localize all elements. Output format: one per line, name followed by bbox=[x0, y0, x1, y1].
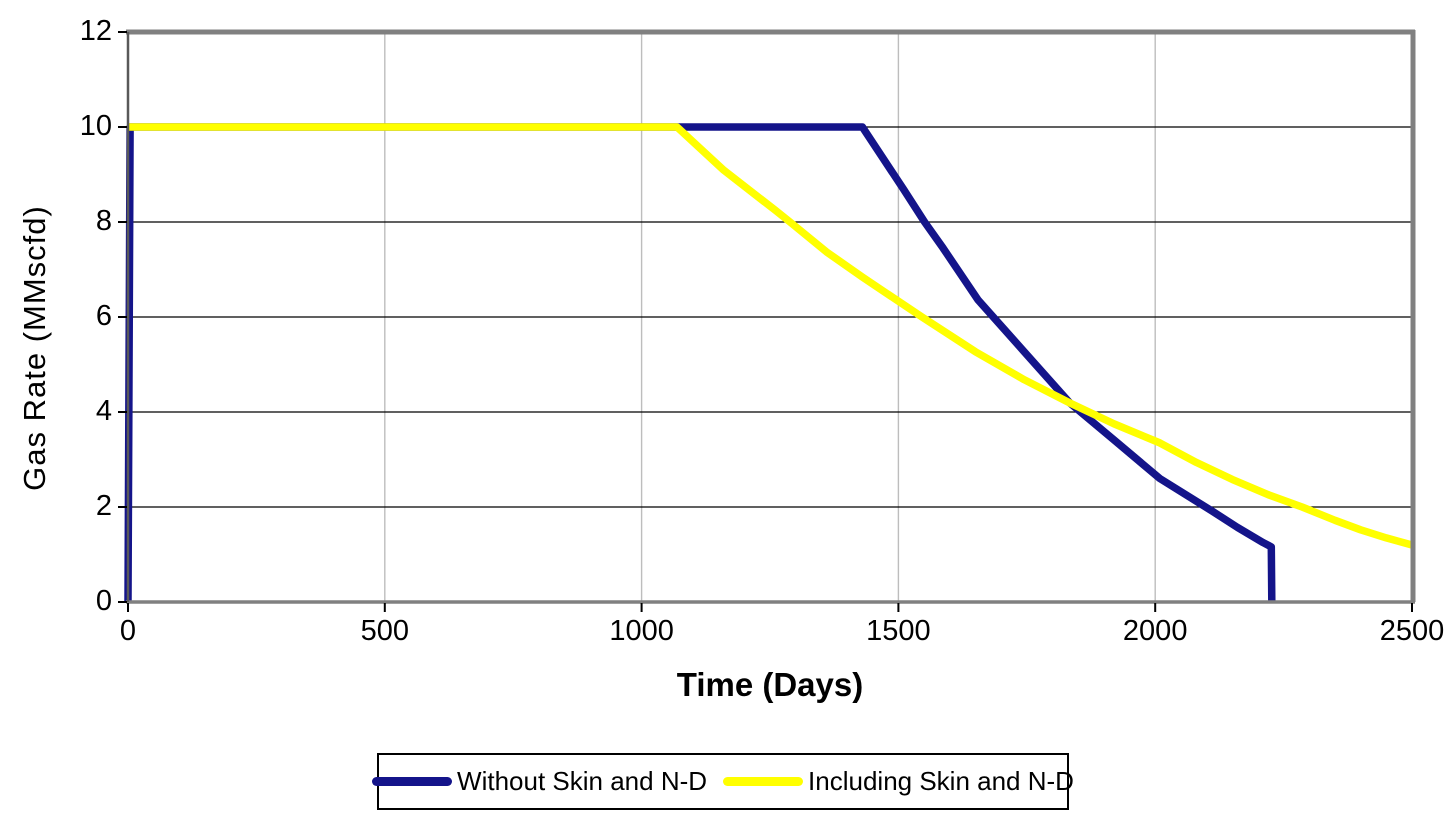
legend-line-sample-yellow-icon bbox=[723, 777, 804, 786]
x-tick-label: 500 bbox=[360, 615, 409, 647]
series-line-without-skin-and-n-d bbox=[124, 123, 1276, 603]
y-tick-label: 6 bbox=[95, 300, 112, 333]
y-axis-title: Gas Rate (MMscfd) bbox=[17, 205, 52, 491]
x-tick-label: 2500 bbox=[1379, 615, 1445, 647]
x-tick-label: 2000 bbox=[1122, 615, 1188, 647]
x-tick-label: 1000 bbox=[609, 615, 674, 647]
legend-label-without-skin: Without Skin and N-D bbox=[457, 766, 708, 796]
legend-entry-including-skin: Including Skin and N-D bbox=[723, 766, 1074, 797]
x-tick-label: 0 bbox=[119, 615, 137, 647]
y-tick-label: 4 bbox=[95, 395, 112, 428]
x-axis-title: Time (Days) bbox=[676, 666, 864, 703]
y-tick-label: 0 bbox=[95, 585, 112, 618]
x-tick-label: 1500 bbox=[866, 615, 931, 647]
legend-line-sample-navy-icon bbox=[372, 777, 453, 786]
y-tick-label: 2 bbox=[95, 490, 112, 523]
legend-label-including-skin: Including Skin and N-D bbox=[808, 766, 1074, 796]
legend-entry-without-skin: Without Skin and N-D bbox=[372, 766, 707, 797]
y-tick-label: 12 bbox=[79, 15, 112, 48]
series-line-including-skin-and-n-d bbox=[128, 123, 1413, 549]
legend: Without Skin and N-D Including Skin and … bbox=[372, 753, 1074, 810]
y-tick-label: 10 bbox=[79, 110, 112, 143]
y-tick-label: 8 bbox=[95, 205, 112, 238]
